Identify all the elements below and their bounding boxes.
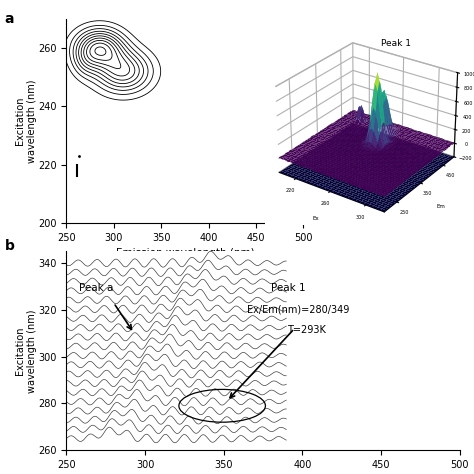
Text: Peak 1: Peak 1 bbox=[381, 39, 411, 48]
Text: b: b bbox=[5, 239, 15, 254]
X-axis label: Emission wavelength (nm): Emission wavelength (nm) bbox=[116, 248, 254, 258]
Text: Ex/Em(nm)=280/349: Ex/Em(nm)=280/349 bbox=[247, 304, 350, 314]
Text: Peak a: Peak a bbox=[79, 283, 113, 293]
Y-axis label: Excitation
wavelength (nm): Excitation wavelength (nm) bbox=[15, 79, 36, 163]
Text: Peak 1: Peak 1 bbox=[271, 283, 306, 293]
Text: a: a bbox=[5, 12, 14, 26]
Y-axis label: Em: Em bbox=[436, 203, 445, 209]
X-axis label: Ex: Ex bbox=[312, 216, 319, 220]
Y-axis label: Excitation
wavelength (nm): Excitation wavelength (nm) bbox=[15, 309, 37, 392]
Text: T=293K: T=293K bbox=[287, 325, 326, 335]
